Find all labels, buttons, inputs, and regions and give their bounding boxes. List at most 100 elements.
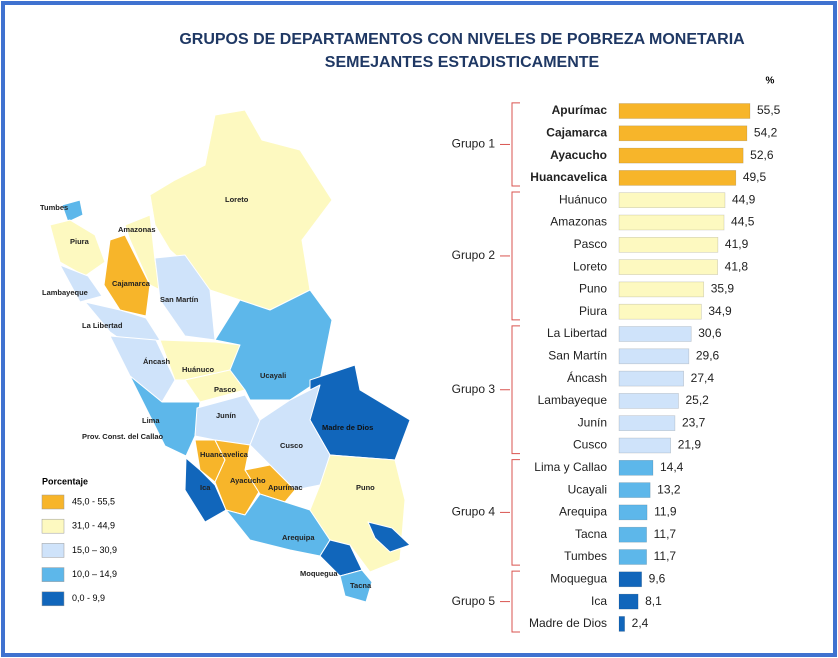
legend-swatch <box>41 518 65 534</box>
category-label: Ica <box>591 594 607 608</box>
map-label: San Martín <box>160 295 199 304</box>
value-label: 21,9 <box>678 438 702 452</box>
map-label: Junín <box>216 411 236 420</box>
category-label: Ayacucho <box>550 148 607 162</box>
value-label: 54,2 <box>754 125 778 139</box>
bar-chart: Apurímac 55,5 Cajamarca 54,2 Ayacucho 52,6 Hua… <box>452 102 781 633</box>
map-label: Ayacucho <box>230 476 266 485</box>
legend-label: 15,0 – 30,9 <box>72 545 117 555</box>
map-label: Tumbes <box>40 203 68 212</box>
map-label: Ica <box>200 483 211 492</box>
category-label: Madre de Dios <box>529 616 607 630</box>
bar <box>618 482 651 498</box>
legend: 45,0 - 55,5 31,0 - 44,9 15,0 – 30,9 10,0 – … <box>41 494 117 607</box>
category-label: Huancavelica <box>530 170 607 184</box>
value-label: 49,5 <box>743 170 767 184</box>
value-label: 11,7 <box>654 527 677 541</box>
region <box>319 539 363 577</box>
bar <box>618 214 725 231</box>
map-label: Áncash <box>143 357 171 366</box>
bar <box>618 593 639 610</box>
map-label: Piura <box>70 237 90 246</box>
bar <box>618 237 719 253</box>
category-label: Apurímac <box>552 103 608 117</box>
bar <box>618 192 726 208</box>
bar <box>618 415 676 432</box>
group-label: Grupo 2 <box>452 248 496 262</box>
value-label: 29,6 <box>696 348 720 362</box>
map-label: Apurímac <box>268 483 303 492</box>
map-label: Lambayeque <box>42 288 88 297</box>
map-label: Tacna <box>350 581 372 590</box>
chart-title: GRUPOS DE DEPARTAMENTOS CON NIVELES DE P… <box>179 31 745 48</box>
legend-title: Porcentaje <box>42 476 88 486</box>
map-label: Arequipa <box>282 533 315 542</box>
map-label: Ucayali <box>260 371 286 380</box>
value-label: 2,4 <box>632 616 649 630</box>
category-label: Puno <box>579 282 607 296</box>
bar <box>618 370 684 387</box>
chart-title: SEMEJANTES ESTADISTICAMENTE <box>325 54 600 71</box>
value-label: 27,4 <box>691 371 715 385</box>
map-label: La Libertad <box>82 321 123 330</box>
category-label: Tacna <box>575 527 607 541</box>
region <box>49 219 106 277</box>
map-label: Cajamarca <box>112 279 151 288</box>
group-bracket <box>511 570 520 633</box>
category-label: Pasco <box>574 237 608 251</box>
value-label: 14,4 <box>660 460 684 474</box>
map: Tumbes Piura Lambayeque Amazonas Cajamar… <box>40 109 411 603</box>
bar <box>618 393 679 409</box>
region <box>339 569 373 603</box>
bar <box>618 459 654 476</box>
legend-swatch <box>41 494 65 510</box>
group-label: Grupo 4 <box>452 505 496 519</box>
category-label: Junín <box>578 415 607 429</box>
map-label: Prov. Const. del Callao <box>82 432 164 441</box>
map-label: Moquegua <box>300 569 338 578</box>
value-label: 30,6 <box>698 326 722 340</box>
value-label: 52,6 <box>750 148 774 162</box>
category-label: Amazonas <box>550 215 607 229</box>
legend-label: 45,0 - 55,5 <box>72 496 115 506</box>
legend-label: 10,0 – 14,9 <box>72 569 117 579</box>
value-label: 13,2 <box>657 482 681 496</box>
value-label: 9,6 <box>649 571 666 585</box>
value-label: 11,7 <box>654 549 677 563</box>
category-label: Huánuco <box>559 192 607 206</box>
bar <box>618 303 702 320</box>
region <box>109 335 176 403</box>
bar <box>618 526 647 543</box>
category-label: Áncash <box>567 370 607 385</box>
region <box>103 234 151 317</box>
group-label: Grupo 1 <box>452 137 496 151</box>
bar <box>618 281 705 298</box>
map-label: Loreto <box>225 195 249 204</box>
bar <box>618 326 692 342</box>
value-label: 44,9 <box>732 192 756 206</box>
legend-label: 0,0 - 9,9 <box>72 593 105 603</box>
lake <box>367 521 411 553</box>
value-label: 23,7 <box>682 415 706 429</box>
bar <box>618 125 748 142</box>
value-label: 11,9 <box>654 505 677 519</box>
bar <box>618 259 718 275</box>
region <box>214 289 333 401</box>
value-label: 44,5 <box>731 215 755 229</box>
group-bracket <box>511 459 520 566</box>
category-label: Cajamarca <box>546 125 607 139</box>
map-label: Cusco <box>280 441 303 450</box>
category-label: La Libertad <box>547 326 607 340</box>
unit-label: % <box>766 76 775 87</box>
value-label: 25,2 <box>685 393 709 407</box>
group-bracket <box>511 191 520 321</box>
map-label: Huancavelica <box>200 450 249 459</box>
group-label: Grupo 3 <box>452 382 496 396</box>
bar <box>618 549 647 565</box>
category-label: Ucayali <box>568 482 607 496</box>
bar <box>618 147 744 164</box>
map-label: Huánuco <box>182 365 215 374</box>
map-label: Pasco <box>214 385 237 394</box>
group-label: Grupo 5 <box>452 594 496 608</box>
group-bracket <box>511 325 520 455</box>
